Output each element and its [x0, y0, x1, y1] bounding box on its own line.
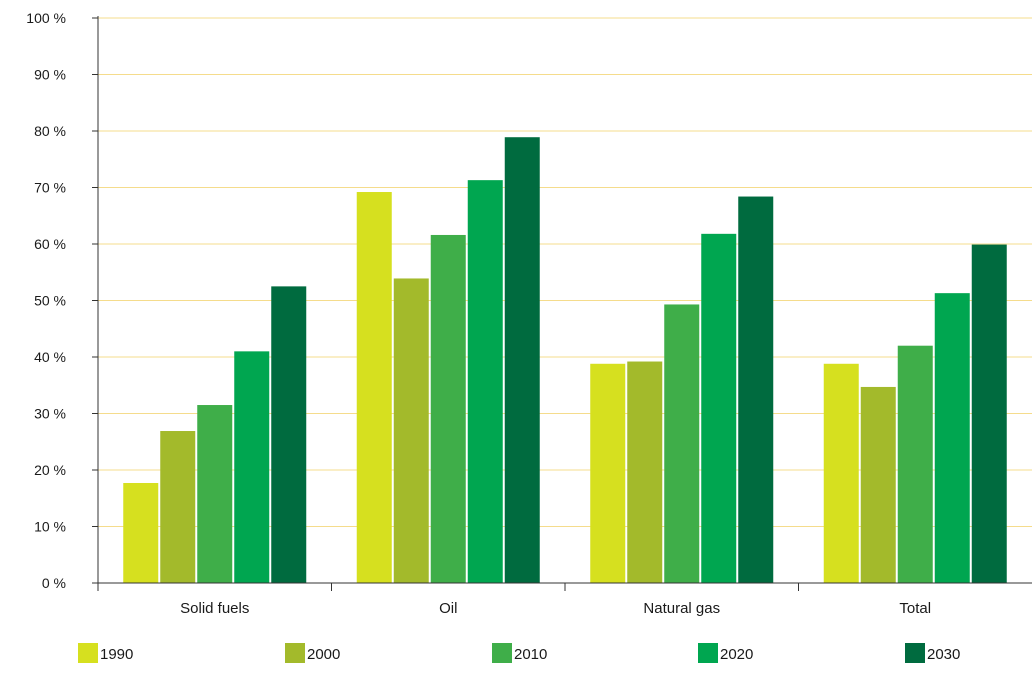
legend-swatch [905, 643, 925, 663]
legend-item-2030: 2030 [905, 643, 960, 663]
x-category-label: Natural gas [643, 600, 720, 617]
legend-swatch [492, 643, 512, 663]
legend-swatch [698, 643, 718, 663]
y-tick-label: 20 % [34, 462, 66, 478]
x-category-label: Oil [439, 600, 457, 617]
legend-swatch [285, 643, 305, 663]
legend-label: 2020 [720, 646, 753, 663]
legend-item-2020: 2020 [698, 643, 753, 663]
y-tick-label: 70 % [34, 180, 66, 196]
bar-2030-oil [504, 137, 540, 583]
y-tick-label: 10 % [34, 519, 66, 535]
bar-2010-natural-gas [664, 304, 700, 583]
legend-item-2000: 2000 [285, 643, 340, 663]
legend-label: 2010 [514, 646, 547, 663]
x-category-label: Solid fuels [180, 600, 249, 617]
bar-2000-solid-fuels [160, 431, 196, 583]
y-tick-label: 40 % [34, 349, 66, 365]
bar-2000-oil [393, 278, 429, 583]
legend-label: 2030 [927, 646, 960, 663]
y-tick-label: 80 % [34, 123, 66, 139]
y-tick-label: 30 % [34, 406, 66, 422]
bar-2020-oil [467, 180, 503, 583]
y-tick-label: 100 % [26, 10, 66, 26]
bar-2030-natural-gas [738, 196, 774, 584]
bar-2010-solid-fuels [197, 405, 233, 583]
bar-1990-oil [356, 192, 392, 583]
y-axis-ticks: 0 % 10 % 20 % 30 % 40 % 50 % 60 % 70 % 80 % 90 % 1… [26, 10, 98, 591]
bars [123, 137, 1007, 584]
y-tick-label: 90 % [34, 67, 66, 83]
legend-swatch [78, 643, 98, 663]
bar-1990-natural-gas [590, 363, 626, 583]
bar-2020-total [934, 293, 970, 583]
x-category-label: Total [899, 600, 931, 617]
legend-label: 1990 [100, 646, 133, 663]
axes [97, 16, 1032, 591]
legend-label: 2000 [307, 646, 340, 663]
bar-2020-natural-gas [701, 233, 737, 583]
y-tick-label: 50 % [34, 293, 66, 309]
bar-2000-total [860, 386, 896, 583]
bar-2020-solid-fuels [234, 351, 270, 583]
bar-1990-total [823, 363, 859, 583]
y-tick-label: 0 % [42, 575, 66, 591]
bar-2000-natural-gas [627, 361, 663, 583]
bar-2030-total [971, 244, 1007, 583]
bar-1990-solid-fuels [123, 482, 159, 583]
x-axis-labels: Solid fuels Oil Natural gas Total [180, 600, 931, 617]
bar-2030-solid-fuels [271, 286, 307, 583]
bar-2010-total [897, 345, 933, 583]
y-tick-label: 60 % [34, 236, 66, 252]
legend-item-1990: 1990 [78, 643, 133, 663]
bar-2010-oil [430, 234, 466, 583]
legend-item-2010: 2010 [492, 643, 547, 663]
legend: 1990 2000 2010 2020 2030 [78, 643, 960, 663]
